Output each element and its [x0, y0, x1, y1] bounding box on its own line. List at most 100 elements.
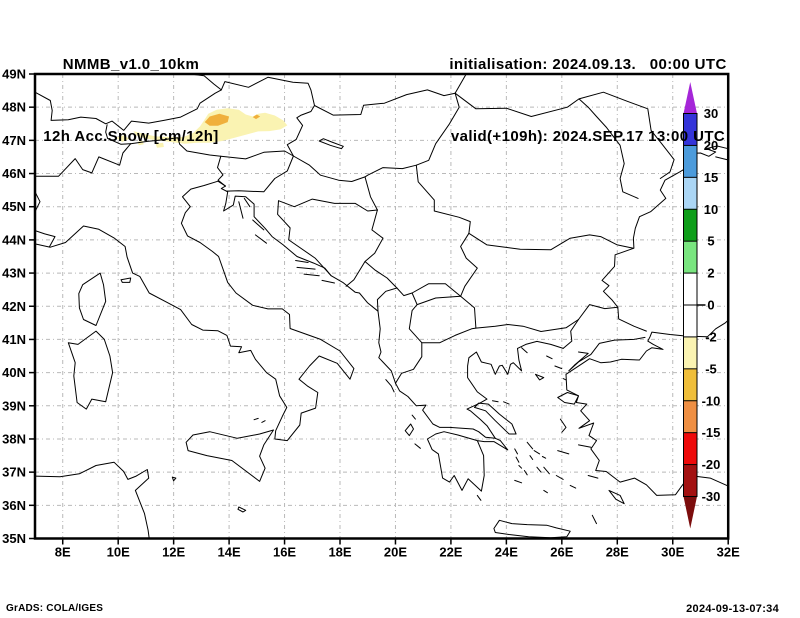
colorbar-tick-label: -5: [705, 361, 717, 376]
border-ro-bg: [468, 232, 634, 251]
lat-tick-label: 47N: [2, 133, 26, 148]
colorbar-segment: [683, 305, 697, 337]
coast-tr-marmara-blacksea: [565, 319, 729, 375]
colorbar-segment: [683, 432, 697, 465]
lat-tick-label: 45N: [2, 199, 26, 214]
island-cres: [238, 201, 244, 219]
coast-aegean-tr: [565, 373, 729, 496]
island-syros: [529, 455, 534, 460]
island-pantelleria: [171, 476, 177, 482]
title-block: NMMB_v1.0_10km 12h Acc.Snow [cm/12h]: [0, 5, 262, 197]
island-corsica: [78, 272, 107, 326]
colorbar-tick-label: -20: [702, 457, 721, 472]
island-korcula: [303, 273, 320, 277]
lat-tick-label: 41N: [2, 332, 26, 347]
island-brac: [295, 260, 309, 263]
border-al-gr: [395, 304, 423, 384]
island-cephalonia: [404, 423, 414, 437]
island-lefkada: [411, 414, 416, 420]
border-at-si: [220, 150, 294, 160]
island-tinos: [533, 450, 541, 455]
island-bozcaada: [562, 378, 567, 381]
border-mk-gr: [421, 327, 477, 344]
island-skiathos: [492, 400, 499, 403]
border-at-hu: [286, 105, 315, 157]
snow-region-level-2: [204, 113, 230, 126]
island-andros: [526, 441, 534, 450]
lat-tick-label: 43N: [2, 266, 26, 281]
island-thasos: [521, 347, 528, 354]
coast-italy: [35, 180, 355, 442]
border-mk-north: [416, 295, 462, 306]
island-lesbos: [557, 392, 579, 405]
colorbar-below-min-arrow: [683, 496, 697, 529]
coast-marmara-north: [568, 336, 646, 372]
creation-timestamp: 2024-09-13-07:34: [686, 603, 779, 615]
island-hvar: [296, 266, 316, 270]
lat-tick-label: 37N: [2, 465, 26, 480]
lon-tick-label: 24E: [495, 545, 518, 560]
init-time-label: initialisation: 2024.09.13. 00:00 UTC: [449, 56, 727, 73]
coast-kinburn: [715, 156, 728, 161]
island-samos: [578, 444, 592, 448]
island-elba: [120, 277, 132, 283]
border-mk-bg: [460, 295, 477, 329]
lat-tick-label: 39N: [2, 398, 26, 413]
snow-shading: [116, 108, 288, 148]
colorbar-segment: [683, 145, 697, 178]
border-gr-tr: [562, 319, 579, 349]
island-kythnos: [515, 456, 520, 463]
colorbar-tick-label: 2: [707, 266, 714, 281]
snow-region-level-1: [116, 135, 130, 142]
border-si-hr: [225, 155, 294, 193]
colorbar-tick-label: 0: [707, 298, 714, 313]
lat-tick-label: 40N: [2, 365, 26, 380]
island-rhodes: [608, 489, 625, 505]
island-ikaria: [557, 450, 570, 455]
island-skopelos: [503, 401, 510, 405]
island-corfu: [385, 379, 395, 393]
coast-greece-west-peloponnese: [395, 382, 509, 492]
border-ba-rs-me: [345, 209, 384, 287]
lat-tick-label: 49N: [2, 67, 26, 82]
time-block: initialisation: 2024.09.13. 00:00 UTC va…: [412, 5, 764, 197]
border-me-rs: [364, 261, 398, 289]
island-amorgos: [555, 475, 564, 480]
graticule-grid: [35, 74, 729, 539]
lon-axis: 8E 10E 12E 14E 16E 18E 20E 22E 24E 26E 28E 30E 32E: [55, 538, 740, 560]
island-sicily: [185, 429, 274, 482]
island-santorini: [543, 489, 548, 494]
island-aeolian-1: [253, 417, 259, 421]
border-rhine-ch-de-at-cz: [35, 76, 315, 131]
colorbar-tick-label: 30: [704, 106, 718, 121]
colorbar-segment: [683, 273, 697, 305]
coast-blacksea-west: [601, 145, 729, 332]
lon-tick-label: 28E: [606, 545, 629, 560]
model-title: NMMB_v1.0_10km: [62, 56, 200, 73]
island-sifnos: [523, 470, 528, 476]
island-aeolian-2: [261, 420, 266, 423]
lon-tick-label: 10E: [107, 545, 130, 560]
lon-tick-label: 8E: [55, 545, 71, 560]
island-karpathos: [591, 514, 597, 525]
coastlines-and-borders: [35, 74, 729, 539]
colorbar-tick-label: -30: [702, 489, 721, 504]
colorbar-above-max-arrow: [683, 82, 697, 114]
colorbar-segment: [683, 209, 697, 242]
island-crete: [493, 519, 571, 539]
island-kos: [587, 475, 599, 479]
border-hu-hr: [292, 155, 366, 182]
border-fr-it-south: [35, 230, 56, 248]
island-serifos: [518, 465, 523, 469]
island-sardinia: [67, 330, 114, 410]
island-milos: [514, 479, 523, 484]
snow-region-level-2: [252, 114, 261, 120]
island-mljet: [321, 279, 335, 284]
lon-tick-label: 12E: [162, 545, 185, 560]
lat-tick-label: 48N: [2, 100, 26, 115]
snow-region-level-1: [133, 108, 288, 144]
valid-time-label: valid(+109h): 2024.SEP.17 13:00 UTC: [450, 128, 726, 145]
border-md-ro-prut: [578, 98, 639, 199]
